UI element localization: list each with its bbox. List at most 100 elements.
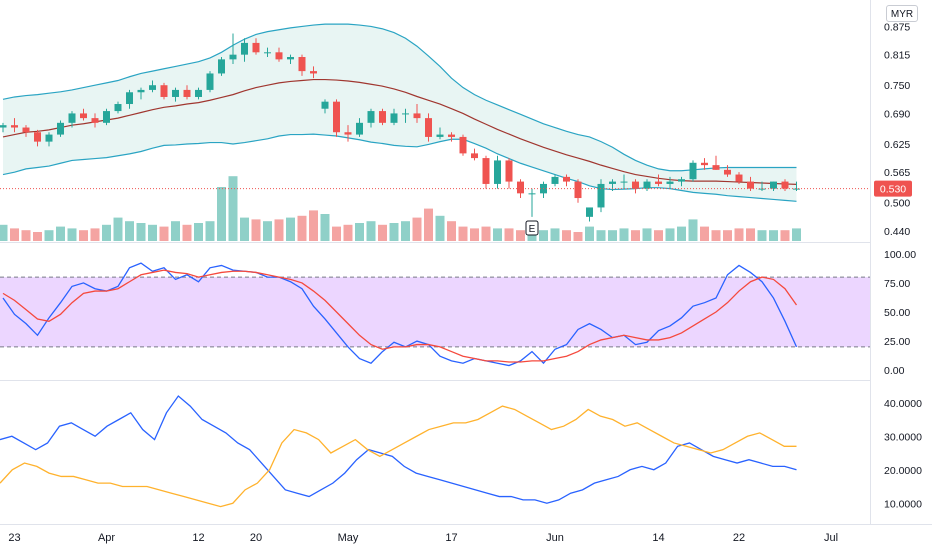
volume-bar: [263, 221, 272, 241]
candle-body: [68, 113, 76, 123]
price-tick-label: 0.440: [884, 226, 910, 238]
time-tick-label: Jun: [546, 532, 564, 544]
volume-bar: [194, 223, 203, 241]
time-tick-label: 22: [733, 532, 745, 544]
volume-bar: [458, 226, 468, 241]
candle-body: [551, 176, 559, 184]
candle-body: [34, 132, 41, 142]
volume-bar: [792, 228, 801, 241]
candle-body: [287, 57, 294, 60]
volume-bar: [343, 224, 353, 241]
volume-bar: [10, 228, 19, 241]
price-pane[interactable]: E: [0, 23, 870, 241]
time-tick-label: 17: [445, 532, 457, 544]
volume-bar: [516, 230, 525, 241]
earnings-marker-box: [525, 220, 539, 236]
candle-body: [80, 113, 87, 119]
candle-body: [482, 158, 490, 184]
oscillator-pane-1[interactable]: 100.00 75.00 50.00 25.00 0.00: [0, 249, 916, 377]
candle-body: [471, 153, 478, 159]
volume-bar: [274, 219, 284, 241]
earnings-marker: E: [525, 220, 539, 236]
oscillator-pane-2[interactable]: 40.0000 30.0000 20.0000 10.0000: [0, 395, 922, 510]
volume-bar: [378, 224, 387, 241]
candle-body: [735, 174, 743, 182]
candle-body: [597, 183, 605, 208]
candle-body: [275, 52, 283, 60]
last-price-label: 0.530: [880, 184, 906, 196]
candle-body: [218, 59, 225, 74]
candle-body: [494, 160, 501, 184]
oscillator-2-tick-label: 40.0000: [884, 398, 922, 410]
time-tick-label: 14: [652, 532, 664, 544]
candle-body: [229, 54, 237, 60]
volume-bar: [171, 221, 180, 241]
volume-bar: [355, 223, 364, 241]
volume-bar: [504, 228, 514, 241]
volume-bar: [470, 228, 479, 241]
candle-body: [356, 122, 363, 135]
volume-bar: [700, 226, 709, 241]
time-axis[interactable]: 23 Apr 12 20 May 17 Jun 14 22 Jul: [8, 532, 838, 544]
volume-bar: [688, 219, 698, 241]
price-axis[interactable]: 0.875 0.815 0.750 0.690 0.625 0.565 0.500 0.440…: [874, 21, 912, 238]
candle-body: [632, 181, 639, 189]
bollinger-upper-line: [2, 23, 797, 172]
volume-bar: [642, 228, 652, 241]
volume-bar: [619, 228, 629, 241]
candle-body: [655, 181, 662, 184]
candle-body: [252, 42, 260, 53]
volume-bar: [159, 226, 169, 241]
candle-body: [770, 181, 777, 189]
candle-body: [793, 188, 800, 190]
candle-body: [643, 181, 651, 189]
volume-bar: [217, 187, 226, 241]
candle-body: [781, 181, 789, 189]
volume-bar: [286, 217, 295, 241]
candle-body: [586, 207, 593, 217]
candle-body: [379, 111, 386, 123]
candle-body: [390, 113, 398, 123]
volume-bar: [654, 230, 663, 241]
volume-bar: [481, 226, 491, 241]
oscillator-2-series-line: [0, 405, 797, 508]
candle-body: [172, 89, 179, 97]
candle-body: [563, 176, 570, 182]
volume-bar: [631, 230, 640, 241]
oscillator-1-tick-label: 50.00: [884, 307, 910, 319]
price-tick-label: 0.690: [884, 108, 910, 120]
candle-body: [22, 127, 30, 133]
candle-body: [149, 85, 156, 90]
last-price-badge-bg: [874, 180, 912, 197]
price-tick-label: 0.625: [884, 139, 910, 151]
candle-body: [195, 89, 202, 97]
currency-badge[interactable]: MYR: [886, 5, 918, 22]
candle-body: [91, 118, 99, 123]
oscillator-2-tick-label: 20.0000: [884, 465, 922, 477]
candle-body: [620, 181, 628, 183]
candle-body: [103, 111, 110, 123]
volume-bar: [33, 232, 42, 241]
candle-body: [528, 193, 536, 195]
candle-body: [448, 134, 455, 137]
volume-bar: [297, 215, 307, 241]
candle-body: [413, 113, 421, 119]
volume-bar: [21, 230, 31, 241]
volume-bar: [148, 224, 157, 241]
volume-bar: [585, 226, 594, 241]
oscillator-1-band: [0, 277, 870, 347]
last-price-badge: 0.530: [874, 180, 912, 197]
bollinger-lower-line: [2, 133, 797, 202]
volume-bar: [723, 230, 732, 241]
volume-bar: [562, 230, 571, 241]
oscillator-2-series-line: [0, 395, 797, 504]
candle-body: [724, 169, 731, 175]
bollinger-band-fill: [3, 24, 797, 202]
volume-bar: [182, 224, 192, 241]
volume-bar: [44, 230, 54, 241]
candle-body: [183, 89, 191, 97]
volume-bar: [711, 230, 721, 241]
price-tick-label: 0.815: [884, 50, 910, 62]
volume-bar: [320, 214, 330, 241]
